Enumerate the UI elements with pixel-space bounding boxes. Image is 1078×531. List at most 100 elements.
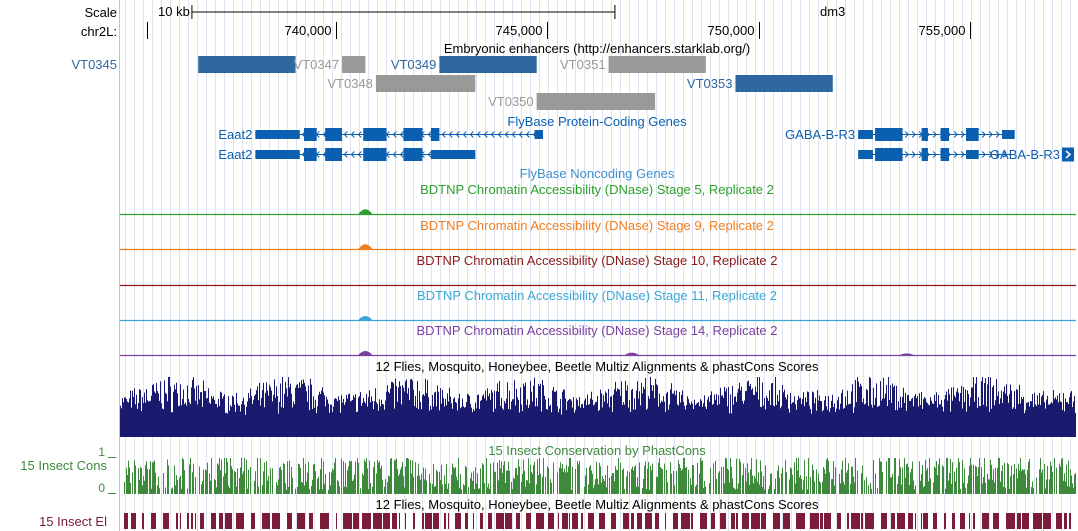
conserved-element-block	[1006, 513, 1015, 529]
enhancer-label: VT0353	[687, 76, 733, 91]
conserved-element-block	[392, 513, 397, 529]
dnase-track-title: BDTNP Chromatin Accessibility (DNase) St…	[416, 253, 777, 268]
enhancer-vt0351[interactable]: VT0351	[560, 56, 706, 73]
strand-chevron-icon	[427, 131, 432, 138]
gene-gaba-b-r3-isoform[interactable]: GABA-B-R3	[858, 147, 1074, 162]
gene-exon	[966, 128, 979, 141]
gene-eaat2-isoform[interactable]: Eaat2	[218, 147, 476, 162]
conserved-element-block	[373, 513, 382, 529]
enhancer-block	[536, 93, 656, 110]
gene-exon	[921, 148, 928, 161]
strand-chevron-icon	[441, 131, 446, 138]
enhancer-block	[735, 75, 833, 92]
scale-label: Scale	[84, 5, 117, 20]
strand-chevron-icon	[1002, 151, 1007, 158]
phastcons-side-label[interactable]: 15 Insect Cons	[20, 458, 107, 473]
enhancer-vt0345[interactable]: VT0345	[71, 56, 296, 73]
conserved-elements-side-label[interactable]: 15 Insect El	[39, 514, 107, 529]
dnase-track-stage[interactable]: BDTNP Chromatin Accessibility (DNase) St…	[120, 253, 1076, 287]
multiz-track[interactable]: 12 Flies, Mosquito, Honeybee, Beetle Mul…	[120, 359, 1076, 437]
strand-chevron-icon	[981, 151, 986, 158]
assembly-label: dm3	[820, 4, 845, 19]
conserved-element-block	[982, 513, 989, 529]
conserved-element-block	[195, 513, 196, 529]
conserved-element-block	[773, 513, 780, 529]
conserved-element-block	[353, 513, 359, 529]
conserved-element-block	[151, 513, 156, 529]
enhancers-track[interactable]: Embryonic enhancers (http://enhancers.st…	[71, 41, 833, 110]
conserved-element-block	[211, 513, 216, 529]
base-position-ruler[interactable]: Scale chr2L: 10 kb dm3 740,000 745,000 750…	[81, 4, 971, 39]
conserved-elements-track[interactable]: 12 Flies, Mosquito, Honeybee, Beetle Mul…	[39, 497, 1071, 529]
phastcons-wiggle-path	[124, 458, 1076, 494]
conserved-element-block	[1069, 513, 1071, 529]
conserved-element-block	[383, 513, 390, 529]
conserved-element-block	[865, 513, 874, 529]
conserved-element-block	[297, 513, 305, 529]
strand-chevron-icon	[960, 131, 965, 138]
gene-eaat2-isoform[interactable]: Eaat2	[218, 127, 544, 142]
ruler-tick-label: 740,000	[285, 23, 332, 38]
enhancer-vt0353[interactable]: VT0353	[687, 75, 833, 92]
strand-chevron-icon	[350, 151, 355, 158]
gene-exon	[363, 148, 387, 161]
enhancer-block	[375, 75, 476, 92]
conserved-element-block	[272, 513, 280, 529]
dnase-track-stage[interactable]: BDTNP Chromatin Accessibility (DNase) St…	[120, 182, 1076, 216]
gene-continues-right-box	[1062, 147, 1074, 162]
conserved-element-block	[163, 513, 169, 529]
conserved-element-block	[219, 513, 223, 529]
dnase-track-stage[interactable]: BDTNP Chromatin Accessibility (DNase) St…	[120, 288, 1076, 322]
strand-chevron-icon	[932, 131, 937, 138]
conserved-element-block	[200, 513, 204, 529]
conserved-element-block	[225, 513, 232, 529]
conserved-element-block	[861, 513, 863, 529]
protein-coding-genes-track[interactable]: FlyBase Protein-Coding Genes Eaat2 Eaat2 G…	[218, 114, 1074, 162]
conserved-element-block	[488, 513, 492, 529]
conserved-element-block	[891, 513, 895, 529]
conserved-element-block	[1056, 513, 1062, 529]
gene-exon	[363, 128, 387, 141]
strand-chevron-icon	[988, 131, 993, 138]
dnase-track-stage[interactable]: BDTNP Chromatin Accessibility (DNase) St…	[120, 323, 1076, 357]
conserved-element-block	[1022, 513, 1029, 529]
conserved-element-block	[422, 513, 424, 529]
enhancer-vt0349[interactable]: VT0349	[391, 56, 537, 73]
conserved-element-block	[923, 513, 928, 529]
gene-exon	[325, 148, 343, 161]
conserved-element-block	[637, 513, 642, 529]
enhancer-vt0348[interactable]: VT0348	[327, 75, 476, 92]
conserved-element-block	[691, 513, 693, 529]
strand-chevron-icon	[511, 131, 516, 138]
ruler-ticks: 740,000 745,000 750,000 755,000	[285, 22, 971, 39]
conserved-element-block	[921, 513, 922, 529]
enhancer-vt0350[interactable]: VT0350	[488, 93, 656, 110]
conserved-element-block	[496, 513, 504, 529]
dnase-track-stage[interactable]: BDTNP Chromatin Accessibility (DNase) St…	[120, 218, 1076, 251]
conserved-element-block	[897, 513, 905, 529]
conserved-element-block	[944, 513, 946, 529]
phastcons-wiggle	[124, 458, 1076, 494]
conserved-element-block	[191, 513, 193, 529]
enhancers-track-title: Embryonic enhancers (http://enhancers.st…	[444, 41, 750, 56]
strand-chevron-icon	[392, 131, 397, 138]
gene-gaba-b-r3-isoform[interactable]: GABA-B-R3	[785, 127, 1015, 142]
strand-chevron-icon	[399, 151, 404, 158]
conserved-element-block	[720, 513, 726, 529]
gene-exon	[255, 150, 300, 159]
conserved-element-block	[851, 513, 860, 529]
dnase-tracks[interactable]: BDTNP Chromatin Accessibility (DNase) St…	[120, 182, 1076, 357]
protein-coding-genes-title: FlyBase Protein-Coding Genes	[507, 114, 687, 129]
enhancer-vt0347[interactable]: VT0347	[294, 56, 366, 73]
gene-exon	[430, 128, 440, 141]
multiz-track-title: 12 Flies, Mosquito, Honeybee, Beetle Mul…	[376, 359, 819, 374]
enhancer-block	[198, 56, 296, 73]
conserved-element-block	[320, 513, 329, 529]
conserved-element-block	[425, 513, 432, 529]
strand-chevron-icon	[476, 131, 481, 138]
conserved-element-block	[562, 513, 568, 529]
strand-chevron-icon	[357, 151, 362, 158]
conserved-element-block	[731, 513, 735, 529]
phastcons-track[interactable]: 15 Insect Conservation by PhastCons 15 I…	[20, 443, 1076, 495]
